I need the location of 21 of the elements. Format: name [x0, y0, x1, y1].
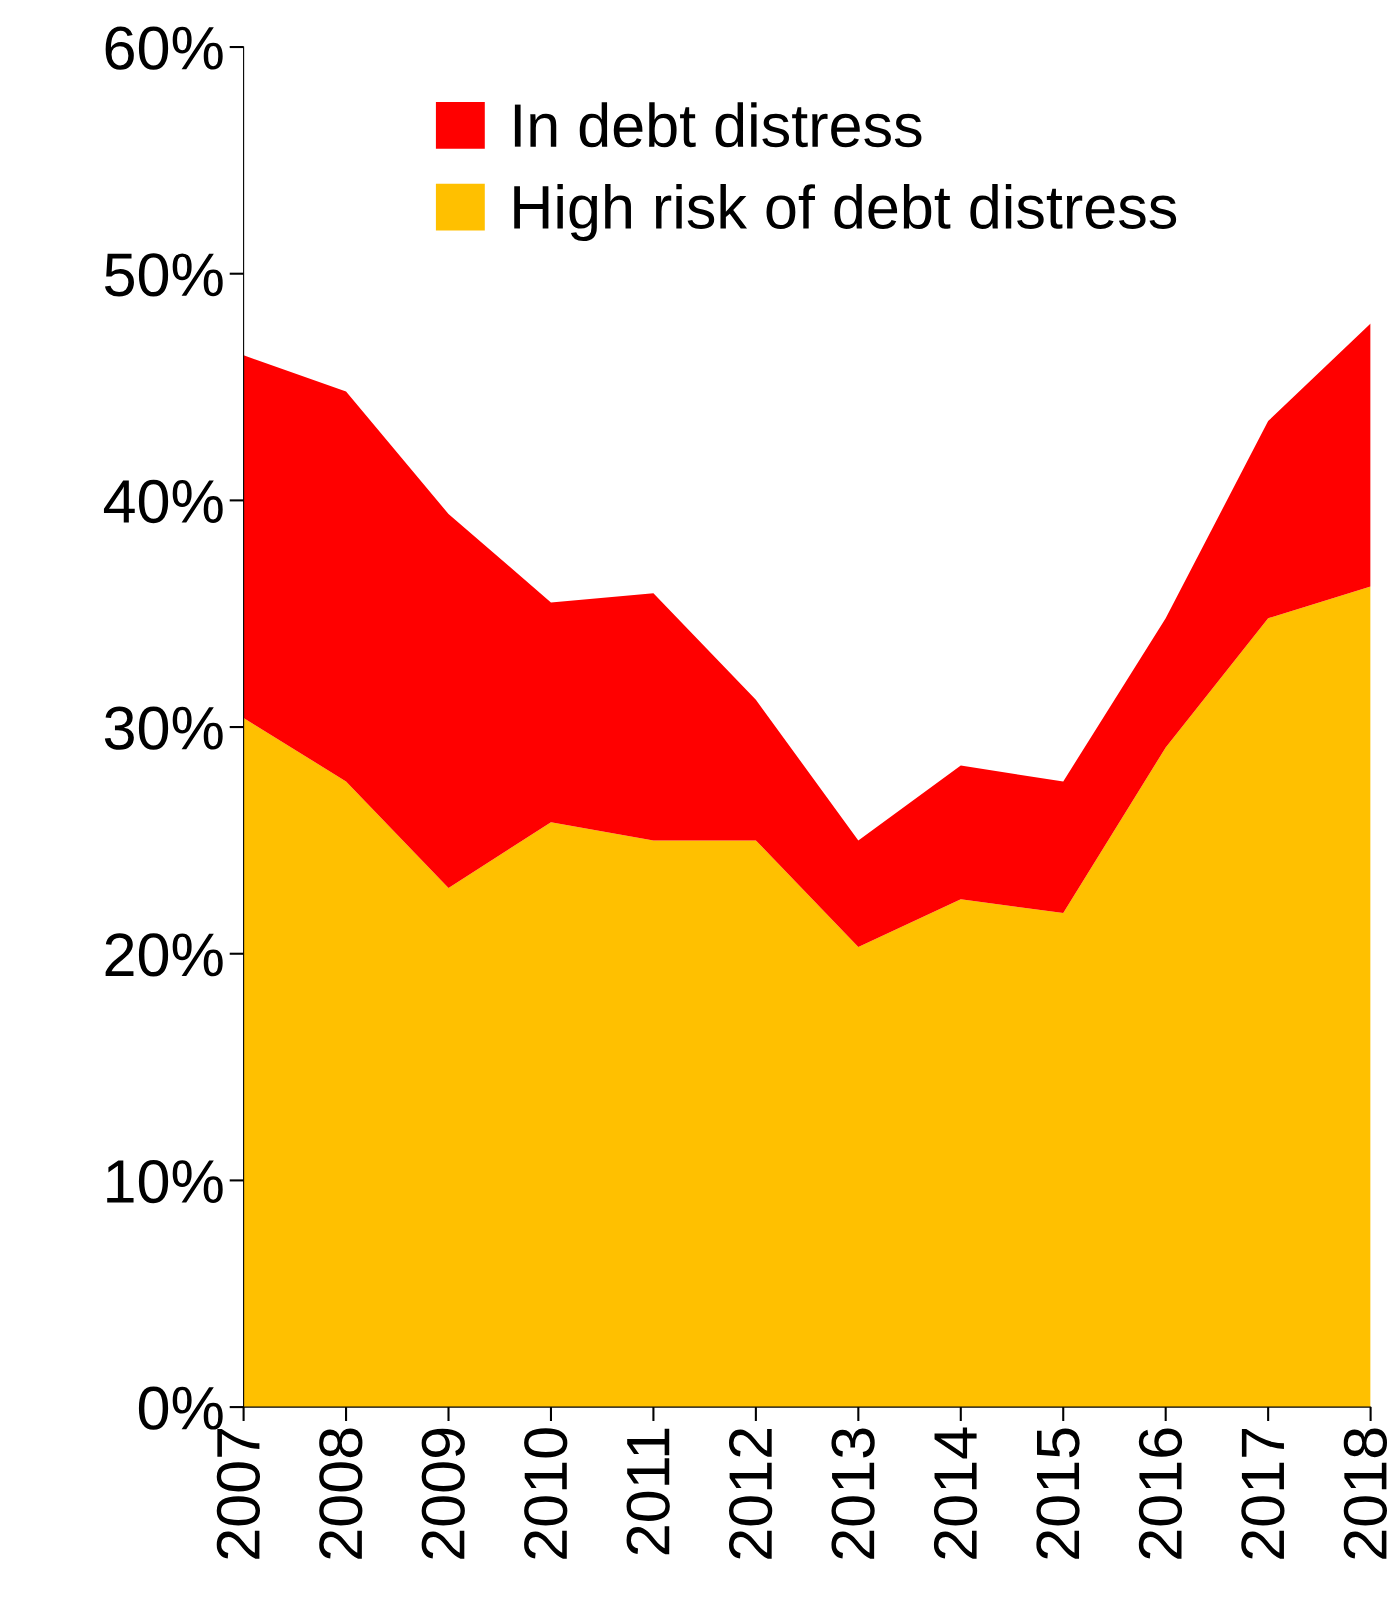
y-tick-label: 0% — [138, 1386, 223, 1430]
x-tick-label: 2012 — [729, 1428, 773, 1559]
legend-label: In debt distress — [514, 102, 922, 148]
x-tick-label: 2009 — [421, 1428, 465, 1559]
legend-label: High risk of debt distress — [514, 184, 1177, 242]
x-tick-label: 2014 — [933, 1427, 978, 1559]
y-tick-label: 60% — [105, 26, 223, 70]
x-tick-label: 2017 — [1241, 1428, 1285, 1559]
x-tick-label: 2016 — [1138, 1428, 1183, 1559]
x-tick-label: 2008 — [319, 1428, 363, 1559]
y-tick-label: 40% — [103, 479, 223, 524]
y-tick-label: 50% — [104, 253, 223, 297]
x-tick-label: 2010 — [524, 1428, 568, 1559]
x-tick-label: 2007 — [216, 1428, 260, 1559]
x-tick-label: 2015 — [1036, 1428, 1080, 1559]
y-tick-label: 10% — [107, 1159, 223, 1204]
x-tick-label: 2011 — [626, 1428, 670, 1555]
x-tick-label: 2013 — [831, 1428, 875, 1559]
y-tick-label: 30% — [104, 706, 223, 750]
x-tick-label: 2018 — [1343, 1428, 1387, 1559]
y-tick-label: 20% — [105, 933, 223, 977]
